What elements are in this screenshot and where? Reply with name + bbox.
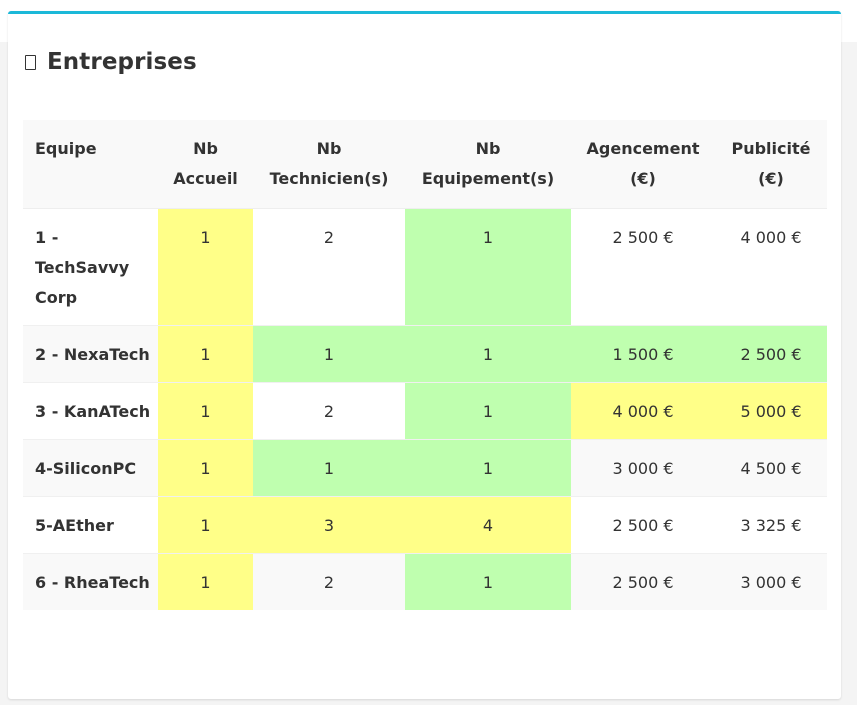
cell-publicite: 4 000 € (715, 208, 827, 326)
cell-publicite: 4 500 € (715, 439, 827, 497)
cell-nb-techniciens: 2 (253, 208, 405, 326)
cell-agencement: 4 000 € (571, 382, 715, 440)
cell-agencement: 1 500 € (571, 325, 715, 383)
cell-nb-accueil: 1 (158, 208, 253, 326)
header-publicite: Publicité (€) (715, 120, 827, 209)
cell-nb-equipements: 1 (405, 439, 571, 497)
cell-equipe: 4-SiliconPC (23, 439, 158, 497)
table-row: 1 - TechSavvy Corp 1 2 1 2 500 €4 000 € (23, 208, 827, 326)
entreprises-table: Equipe Nb Accueil Nb Technicien(s) Nb Eq… (23, 120, 827, 610)
cell-nb-equipements: 1 (405, 553, 571, 610)
cell-nb-techniciens: 3 (253, 496, 405, 554)
cell-nb-accueil: 1 (158, 496, 253, 554)
header-nb-techniciens: Nb Technicien(s) (253, 120, 405, 209)
cell-agencement: 3 000 € (571, 439, 715, 497)
cell-publicite: 5 000 € (715, 382, 827, 440)
table-row: 3 - KanATech 1 2 1 4 000 €5 000 € (23, 382, 827, 440)
cell-publicite: 2 500 € (715, 325, 827, 383)
cell-nb-techniciens: 2 (253, 382, 405, 440)
table-body: 1 - TechSavvy Corp 1 2 1 2 500 €4 000 €2 - N… (23, 208, 827, 610)
cell-nb-techniciens: 1 (253, 325, 405, 383)
table-row: 6 - RheaTech 1 2 1 2 500 €3 000 € (23, 553, 827, 610)
cell-nb-equipements: 1 (405, 325, 571, 383)
entreprises-card: Entreprises Equipe Nb Accueil Nb Technic… (8, 11, 841, 699)
cell-equipe: 5-AEther (23, 496, 158, 554)
square-outline-icon (25, 54, 36, 70)
cell-equipe: 3 - KanATech (23, 382, 158, 440)
cell-nb-accueil: 1 (158, 553, 253, 610)
cell-nb-equipements: 1 (405, 382, 571, 440)
header-nb-accueil: Nb Accueil (158, 120, 253, 209)
card-header: Entreprises (25, 46, 197, 78)
table-row: 4-SiliconPC 1 1 1 3 000 €4 500 € (23, 439, 827, 497)
cell-nb-equipements: 4 (405, 496, 571, 554)
cell-agencement: 2 500 € (571, 496, 715, 554)
cell-nb-accueil: 1 (158, 325, 253, 383)
table-row: 2 - NexaTech 1 1 1 1 500 €2 500 € (23, 325, 827, 383)
table-header-row: Equipe Nb Accueil Nb Technicien(s) Nb Eq… (23, 120, 827, 209)
header-nb-equipements: Nb Equipement(s) (405, 120, 571, 209)
cell-publicite: 3 325 € (715, 496, 827, 554)
cell-nb-techniciens: 1 (253, 439, 405, 497)
cell-nb-equipements: 1 (405, 208, 571, 326)
header-equipe: Equipe (23, 120, 158, 209)
cell-agencement: 2 500 € (571, 208, 715, 326)
cell-agencement: 2 500 € (571, 553, 715, 610)
table-row: 5-AEther 1 3 4 2 500 €3 325 € (23, 496, 827, 554)
cell-nb-techniciens: 2 (253, 553, 405, 610)
cell-equipe: 6 - RheaTech (23, 553, 158, 610)
cell-equipe: 1 - TechSavvy Corp (23, 208, 158, 326)
cell-nb-accueil: 1 (158, 382, 253, 440)
cell-nb-accueil: 1 (158, 439, 253, 497)
header-agencement: Agencement (€) (571, 120, 715, 209)
cell-equipe: 2 - NexaTech (23, 325, 158, 383)
card-title: Entreprises (47, 49, 197, 75)
cell-publicite: 3 000 € (715, 553, 827, 610)
